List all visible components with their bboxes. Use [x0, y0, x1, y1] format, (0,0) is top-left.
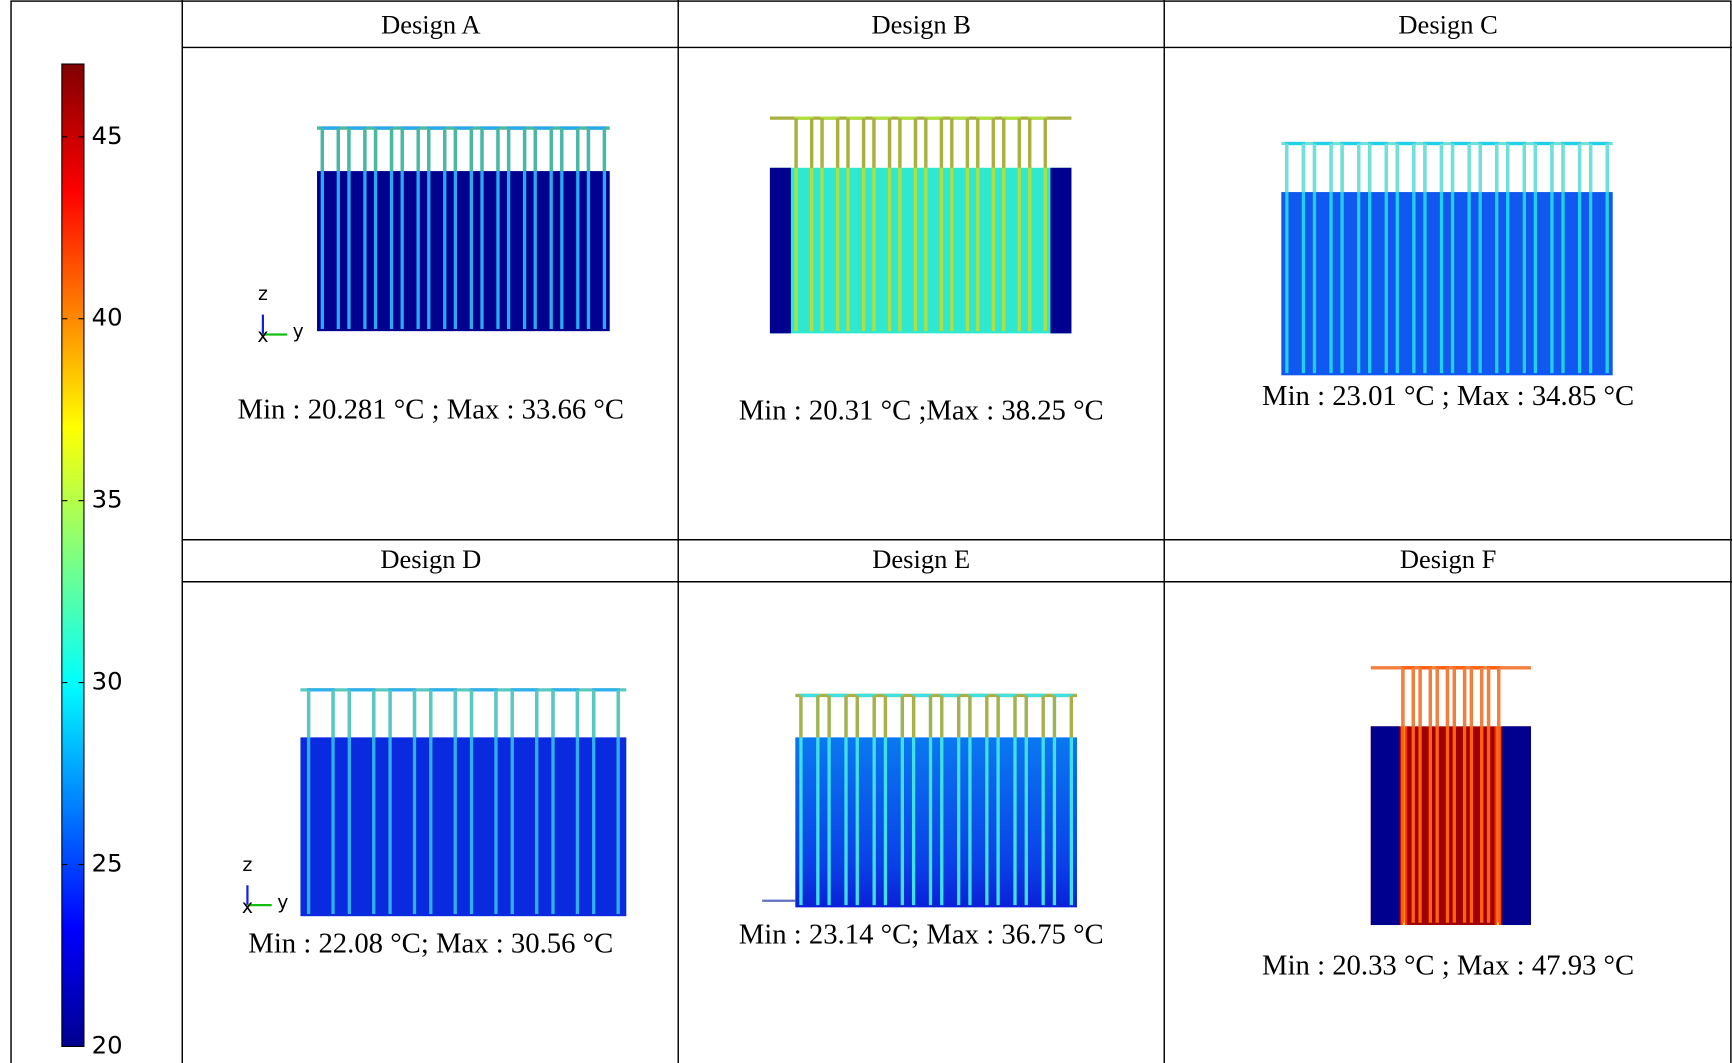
channel-loop [855, 693, 876, 906]
channel-loop [1533, 141, 1554, 374]
channel-loop [1285, 141, 1306, 374]
device-side [1502, 726, 1531, 926]
channel-loop [429, 688, 457, 914]
channel-loop [1002, 116, 1021, 332]
channel-loop [1401, 666, 1415, 923]
channel-loop [551, 688, 580, 914]
axis-label: y [293, 322, 304, 343]
channel-loop [1395, 141, 1416, 374]
channel-loop [1450, 141, 1471, 374]
channel-loop [1368, 141, 1388, 374]
channel-loop [1028, 116, 1047, 332]
channel-loop [1478, 141, 1499, 374]
channel-loop [586, 126, 607, 329]
design-caption: Min : 20.33 °C ; Max : 47.93 °C [1262, 950, 1634, 982]
channel-loop [453, 126, 474, 329]
colorbar-tick-label: 45 [92, 121, 123, 150]
channel-loop [1452, 666, 1467, 923]
channel-loop [320, 126, 340, 329]
design-caption: Min : 22.08 °C; Max : 30.56 °C [248, 928, 613, 960]
channel-loop [560, 126, 580, 329]
channel-loop [883, 693, 904, 906]
channel-loop [996, 693, 1017, 906]
table-border [10, 0, 1732, 1063]
channel-loop [347, 688, 376, 914]
channel-loop [1588, 141, 1609, 374]
design-caption: Min : 23.14 °C; Max : 36.75 °C [739, 919, 1104, 951]
axis-label: z [258, 284, 268, 305]
channel-loop [827, 693, 848, 906]
design-title: Design D [380, 544, 481, 574]
channel-loop [427, 126, 447, 329]
channel-loop [1435, 666, 1450, 923]
design-caption: Min : 20.31 °C ;Max : 38.25 °C [739, 394, 1104, 426]
device-side [769, 167, 791, 334]
channel-loop [592, 688, 620, 914]
device-side [1370, 726, 1400, 926]
axis-label: z [242, 855, 252, 876]
channel-loop [940, 693, 961, 906]
channel-loop [510, 688, 539, 914]
channel-loop [1418, 666, 1432, 923]
colorbar-tick-label: 20 [92, 1030, 123, 1059]
device-body [1281, 192, 1613, 376]
colorbar-tick-label: 40 [92, 303, 123, 332]
colorbar-tick-label: 35 [92, 485, 123, 514]
colorbar-tick-label: 25 [92, 849, 123, 878]
channel-loop [950, 116, 970, 332]
design-caption: Min : 23.01 °C ; Max : 34.85 °C [1262, 380, 1634, 412]
channel-loop [1024, 693, 1045, 906]
channel-loop [968, 693, 989, 906]
channel-loop [373, 126, 394, 329]
channel-loop [898, 116, 918, 332]
channel-loop [911, 693, 933, 906]
channel-loop [924, 116, 944, 332]
colorbar-tick-label: 30 [92, 667, 123, 696]
channel-loop [872, 116, 892, 332]
channel-loop [1486, 666, 1501, 923]
colorbar [61, 63, 85, 1047]
channel-loop [1340, 141, 1361, 374]
channel-loop [794, 116, 814, 332]
channel-loop [1561, 141, 1582, 374]
channel-loop [533, 126, 553, 329]
design-title: Design A [381, 10, 480, 40]
channel-loop [1312, 141, 1333, 374]
device-side [1050, 167, 1072, 334]
channel-loop [306, 688, 335, 914]
design-title: Design C [1398, 10, 1497, 40]
device-body [769, 167, 1072, 334]
channel-loop [799, 693, 820, 906]
channel-loop [1506, 141, 1526, 374]
channel-loop [388, 688, 417, 914]
device-body [300, 737, 627, 917]
channel-loop [1423, 141, 1444, 374]
channel-loop [506, 126, 527, 329]
channel-loop [469, 688, 498, 914]
axis-label: x [242, 897, 253, 918]
design-title: Design E [872, 544, 970, 574]
channel-loop [480, 126, 500, 329]
axis-label: y [277, 892, 288, 913]
channel-loop [1052, 693, 1074, 906]
channel-loop [820, 116, 840, 332]
channel-loop [400, 126, 420, 329]
device-body [795, 737, 1077, 908]
design-caption: Min : 20.281 °C ; Max : 33.66 °C [238, 393, 624, 425]
channel-loop [347, 126, 367, 329]
device-body [317, 171, 610, 332]
axis-label: x [257, 326, 268, 347]
design-title: Design F [1400, 544, 1496, 574]
design-title: Design B [872, 10, 971, 40]
channel-loop [976, 116, 996, 332]
channel-loop [1469, 666, 1484, 923]
channel-loop [846, 116, 866, 332]
